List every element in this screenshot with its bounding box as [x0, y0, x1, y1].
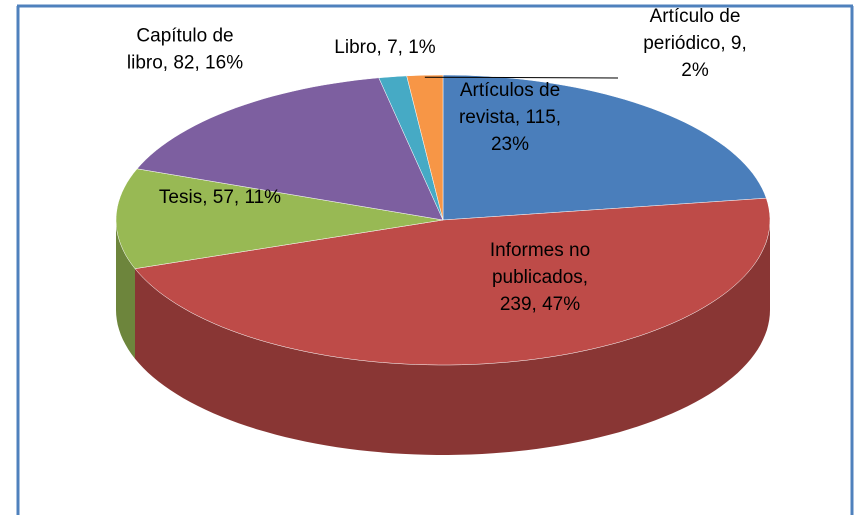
data-label: Capítulo de libro, 82, 16%: [127, 26, 243, 74]
data-label: Libro, 7, 1%: [334, 37, 435, 58]
slice: [115, 168, 444, 269]
slice: [406, 74, 444, 221]
slice-tops: [115, 74, 771, 366]
data-label: Tesis, 57, 11%: [159, 187, 281, 208]
data-label-line: Informes no: [490, 240, 590, 261]
data-label-line: 23%: [491, 134, 529, 155]
leader-line: [424, 76, 619, 79]
data-label-line: Capítulo de: [136, 26, 233, 47]
slice: [134, 197, 771, 366]
slice-side: [135, 220, 770, 455]
data-label-line: Artículos de: [460, 80, 560, 101]
data-label-line: Libro, 7, 1%: [334, 37, 435, 58]
data-label-line: Artículo de: [650, 6, 741, 27]
data-label-line: Tesis, 57, 11%: [159, 187, 281, 208]
data-label-line: publicados,: [492, 267, 588, 288]
data-label: Artículo de periódico, 9, 2%: [643, 6, 747, 81]
data-label: Informes no publicados, 239, 47%: [490, 240, 590, 315]
data-label-line: 2%: [681, 60, 709, 81]
data-label-line: 239, 47%: [500, 294, 580, 315]
data-label: Artículos de revista, 115, 23%: [459, 80, 561, 155]
data-label-line: libro, 82, 16%: [127, 53, 243, 74]
data-label-line: periódico, 9,: [643, 33, 747, 54]
frame: [16, 4, 854, 515]
side-walls: [116, 220, 770, 455]
data-label-line: revista, 115,: [459, 107, 561, 128]
slice-side: [116, 220, 135, 359]
slice: [442, 74, 767, 221]
slice: [136, 77, 444, 221]
